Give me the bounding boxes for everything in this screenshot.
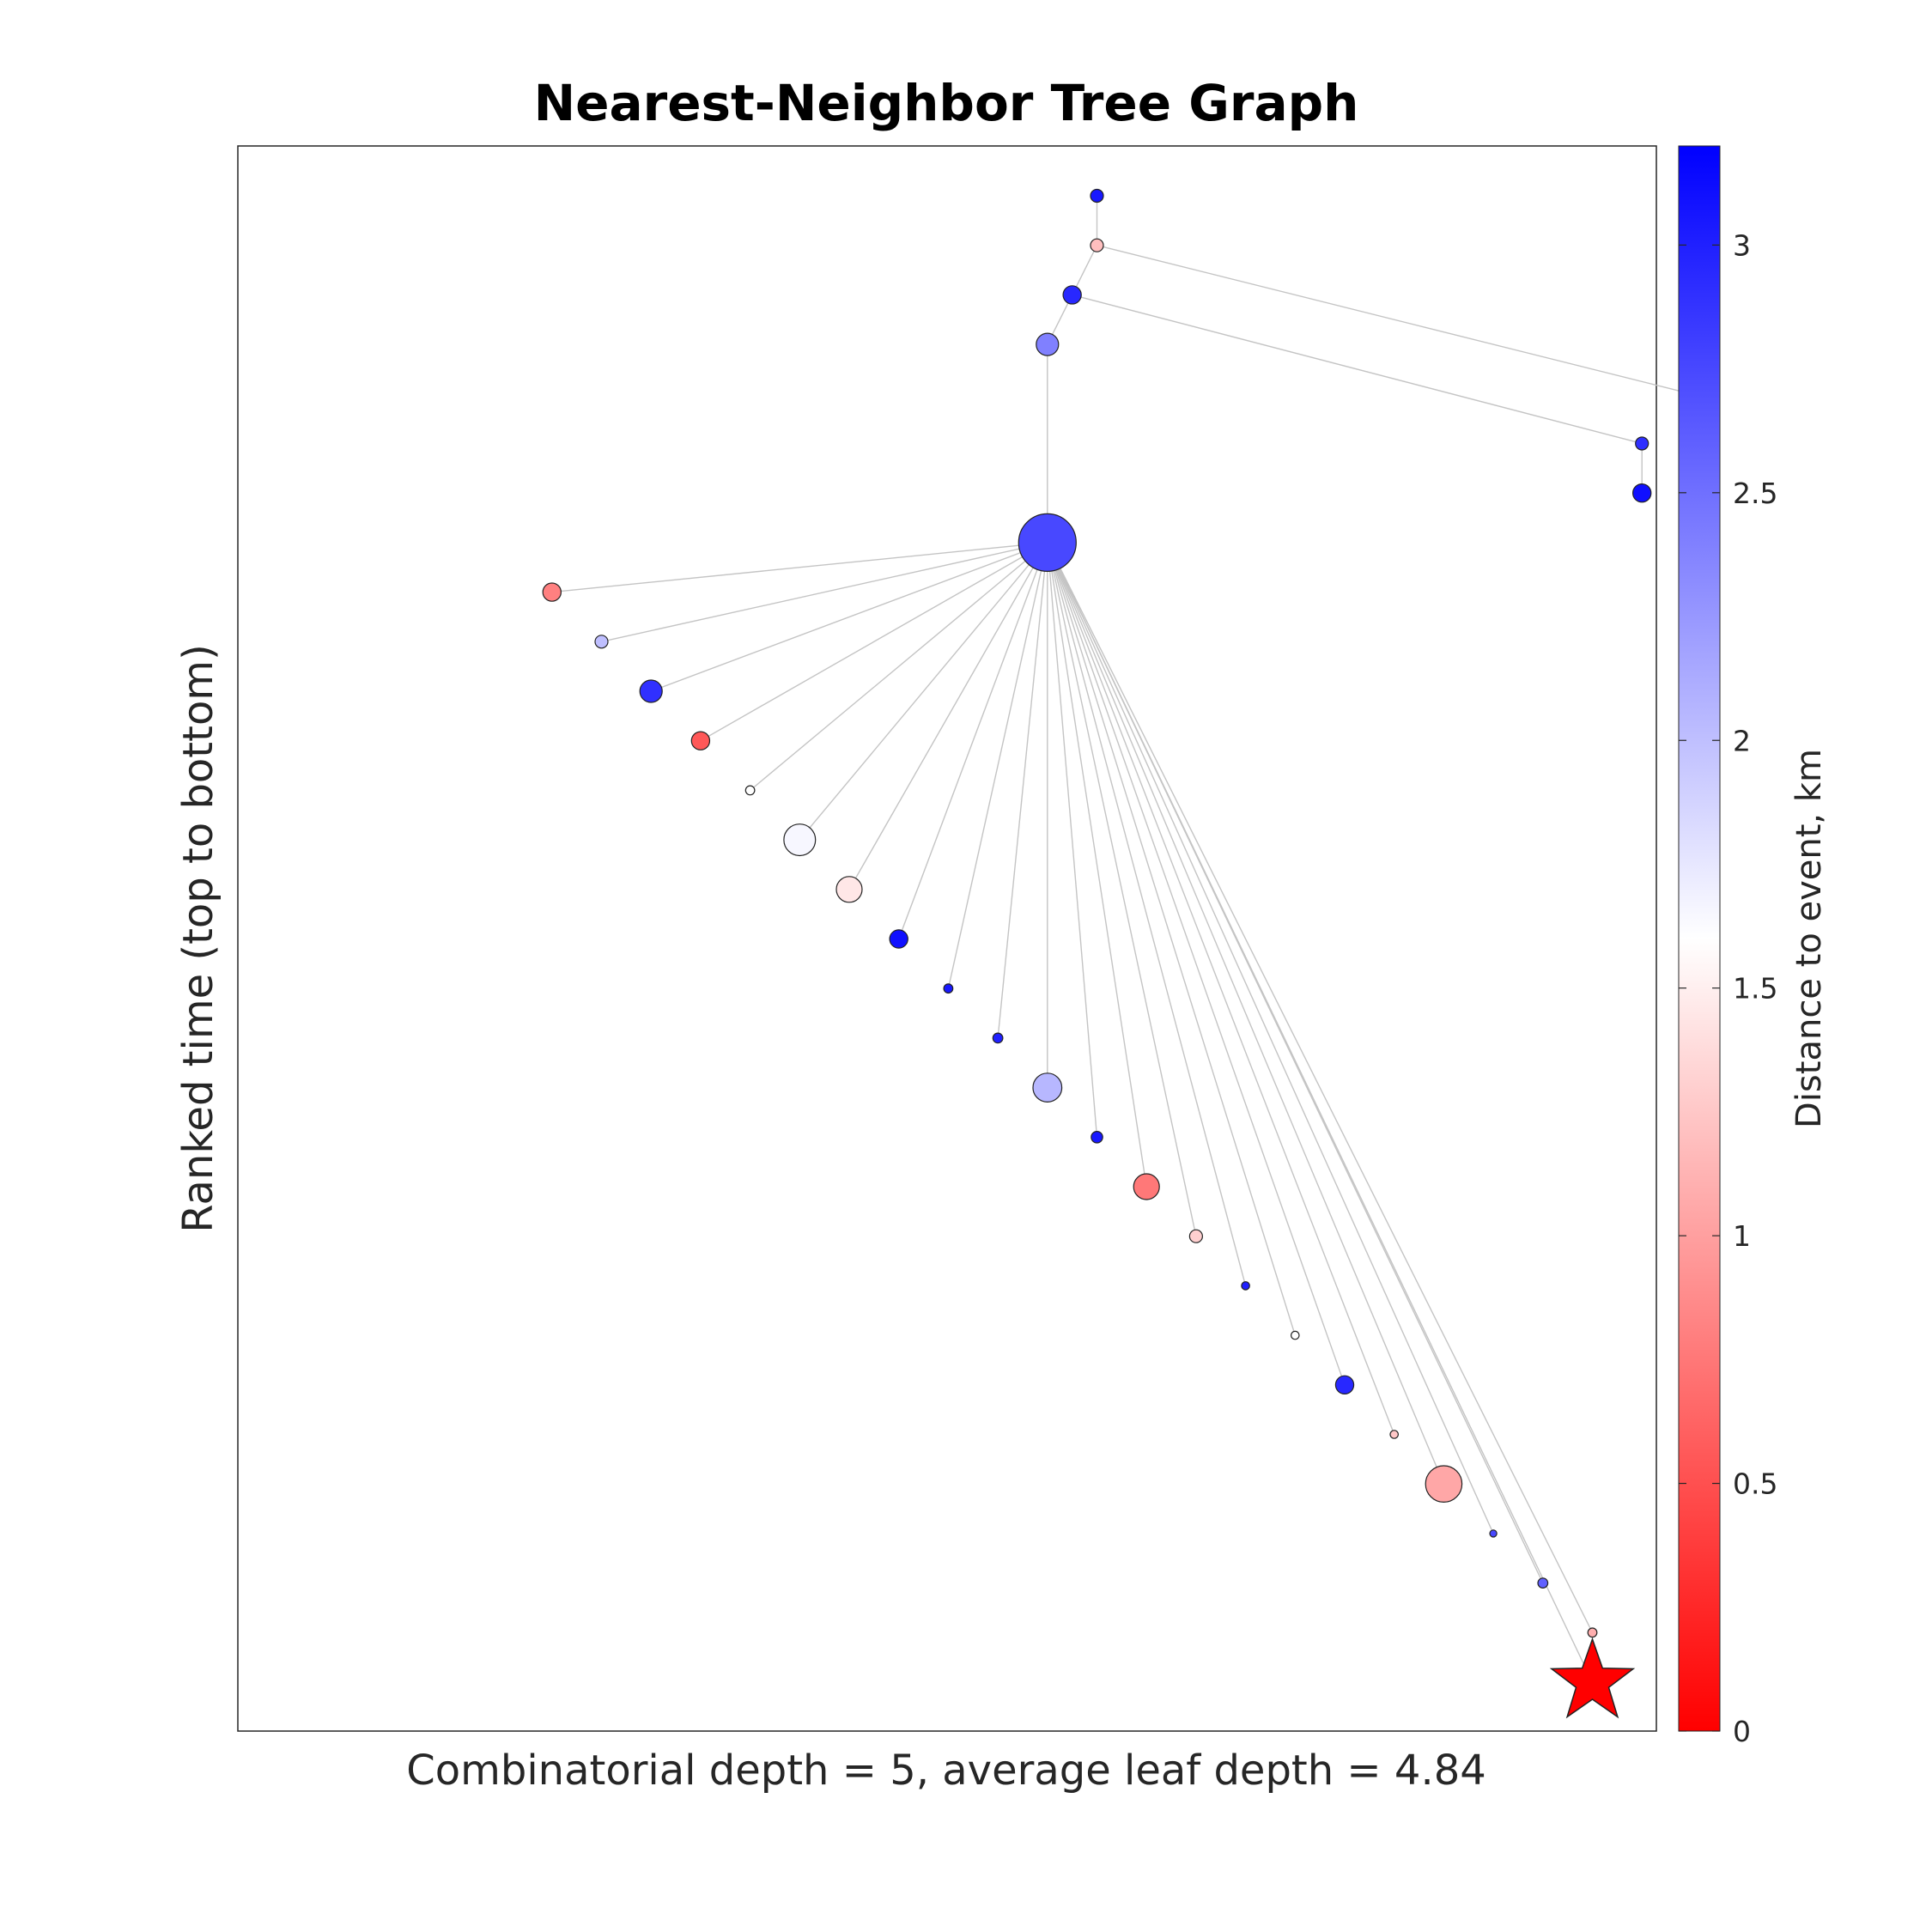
colorbar-tick-label: 1 — [1733, 1219, 1751, 1253]
tree-edge — [601, 542, 1048, 642]
tree-edge — [1047, 542, 1197, 1236]
tree-node — [992, 1032, 1004, 1044]
tree-node — [835, 876, 863, 903]
tree-edge — [1047, 542, 1594, 1683]
tree-node — [1631, 483, 1652, 503]
tree-edge — [1097, 245, 1692, 395]
colorbar-label: Distance to event, km — [1789, 749, 1829, 1128]
colorbar-tick-label: 0.5 — [1733, 1467, 1777, 1501]
tree-node — [1334, 1375, 1355, 1395]
tree-edge — [700, 542, 1048, 742]
tree-edge — [1047, 542, 1395, 1435]
tree-node — [744, 785, 756, 796]
tree-node — [1090, 188, 1104, 204]
y-axis-label: Ranked time (top to bottom) — [174, 644, 222, 1233]
tree-node — [1133, 1173, 1160, 1200]
tree-edge — [1047, 542, 1147, 1188]
tree-node — [1036, 332, 1060, 356]
tree-edge — [1047, 542, 1098, 1138]
tree-edge — [997, 542, 1048, 1038]
colorbar-tick-label: 1.5 — [1733, 972, 1777, 1005]
tree-node — [1032, 1072, 1063, 1103]
target-event-star — [1549, 1637, 1636, 1719]
chart-title: Nearest-Neighbor Tree Graph — [534, 74, 1359, 132]
tree-edge — [1047, 542, 1445, 1485]
tree-node — [1091, 1131, 1103, 1144]
tree-node — [1587, 1627, 1598, 1638]
tree-node — [542, 582, 562, 602]
tree-edge — [1047, 542, 1346, 1386]
plot-area — [237, 145, 1657, 1732]
tree-edge — [1047, 542, 1494, 1534]
tree-node — [943, 983, 954, 994]
tree-node — [1241, 1281, 1250, 1291]
tree-edge — [650, 542, 1048, 692]
colorbar-tick-label: 2.5 — [1733, 477, 1777, 510]
colorbar-tick-label: 3 — [1733, 228, 1751, 262]
tree-node — [1188, 1229, 1204, 1243]
tree-edge — [1047, 542, 1296, 1336]
colorbar-tick-label: 0 — [1733, 1715, 1751, 1748]
tree-node — [594, 635, 609, 649]
tree-edges — [551, 196, 1692, 1683]
tree-edge — [848, 542, 1048, 890]
x-axis-label: Combinatorial depth = 5, average leaf de… — [406, 1747, 1486, 1795]
tree-edge — [1047, 542, 1247, 1286]
tree-node — [889, 929, 908, 949]
tree-node — [1291, 1330, 1300, 1340]
tree-node — [783, 823, 817, 857]
tree-node — [639, 679, 663, 703]
colorbar-tick-label: 2 — [1733, 724, 1751, 757]
tree-edge — [1072, 294, 1643, 445]
tree-edge — [898, 542, 1048, 939]
tree-node — [1537, 1577, 1549, 1589]
tree-node — [1389, 1430, 1399, 1439]
tree-edge — [551, 542, 1048, 593]
tree-node — [1635, 436, 1649, 451]
colorbar-ticks: 0 0.5 1 1.5 2 2.5 3 — [1679, 228, 1777, 1748]
tree-node — [1018, 513, 1077, 573]
tree-edge — [750, 542, 1048, 791]
tree-node — [690, 731, 711, 750]
tree-edge — [799, 542, 1048, 841]
tree-edge — [1047, 542, 1594, 1633]
tree-edge — [947, 542, 1048, 989]
tree-node — [1090, 238, 1104, 252]
tree-node — [1489, 1529, 1498, 1538]
tree-node — [1425, 1465, 1463, 1504]
tree-node — [1062, 285, 1082, 305]
colorbar — [1678, 145, 1721, 1732]
